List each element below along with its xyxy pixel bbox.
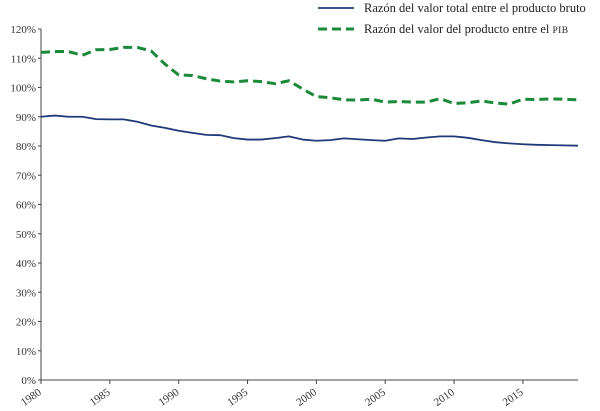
y-tick-label: 80% (16, 141, 36, 153)
y-tick-label: 30% (16, 287, 36, 299)
legend-label-text: Razón del valor del producto entre el (364, 22, 552, 36)
series-line-2 (40, 45, 579, 106)
y-tick-label: 20% (16, 317, 36, 329)
y-tick-label: 120% (10, 24, 36, 36)
y-tick-label: 70% (16, 170, 36, 182)
legend-label-1: Razón del valor total entre el producto … (364, 1, 586, 15)
x-tick-label: 2000 (294, 386, 319, 409)
y-tick-label: 40% (16, 258, 36, 270)
y-tick-label: 50% (16, 229, 36, 241)
legend: Razón del valor total entre el producto … (318, 1, 586, 36)
y-tick-label: 90% (16, 112, 36, 124)
x-axis: 1980 1985 1990 1995 2000 2005 2010 2015 (19, 379, 578, 409)
legend-label-text: Razón del valor total entre el producto … (364, 1, 586, 15)
y-tick-label: 110% (11, 53, 36, 65)
x-tick-label: 1995 (225, 386, 250, 409)
y-tick-label: 0% (21, 375, 36, 387)
x-tick-label: 2010 (432, 386, 457, 409)
y-tick-label: 10% (16, 346, 36, 358)
x-tick-label: 1985 (88, 386, 113, 409)
x-tick-label: 2015 (501, 386, 526, 409)
x-tick-label: 1990 (157, 386, 182, 409)
y-tick-label: 60% (16, 200, 36, 212)
legend-label-2: Razón del valor del producto entre el PI… (364, 22, 568, 36)
x-tick-label: 1980 (19, 386, 44, 409)
series-layer (40, 45, 579, 147)
legend-label-smallcaps: PIB (552, 26, 568, 36)
x-tick-label: 2005 (363, 386, 388, 409)
series-line-1 (40, 114, 579, 147)
y-tick-label: 100% (10, 83, 36, 95)
y-axis: 0% 10% 20% 30% 40% 50% 60% 70% 80% 90% 100% 110% 120… (10, 24, 42, 387)
